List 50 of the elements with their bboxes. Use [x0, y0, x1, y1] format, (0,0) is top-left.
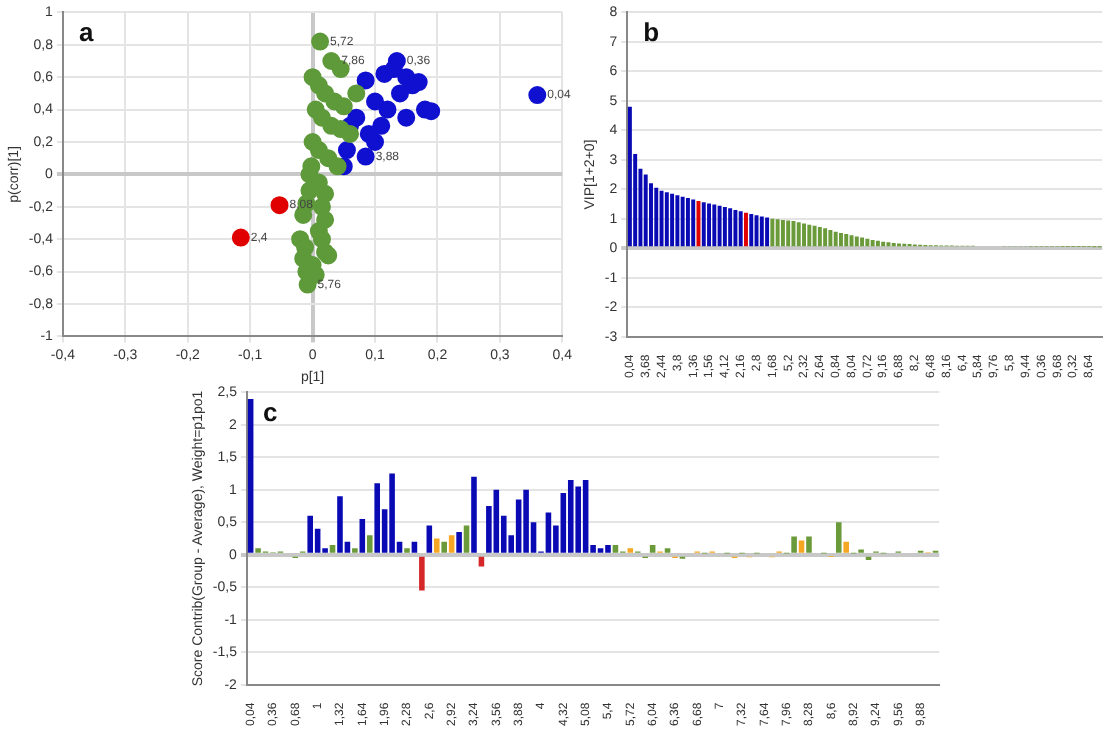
- bar: [582, 480, 589, 553]
- point: [312, 230, 331, 249]
- point: [311, 32, 330, 51]
- bar: [448, 535, 455, 553]
- bar: [433, 538, 440, 553]
- bar: [307, 515, 313, 553]
- chart-title: c: [262, 396, 278, 427]
- bar: [456, 532, 462, 553]
- bar: [835, 522, 842, 553]
- bar: [441, 541, 447, 553]
- point: [328, 157, 347, 176]
- bar: [493, 489, 500, 553]
- point: [337, 141, 356, 160]
- bar: [419, 556, 425, 591]
- bar: [567, 480, 574, 553]
- point: [366, 133, 385, 151]
- bar: [791, 536, 797, 553]
- point: [270, 196, 289, 215]
- bar: [329, 545, 336, 553]
- bar: [359, 519, 366, 553]
- point: [231, 228, 250, 247]
- point: [390, 84, 409, 103]
- bar: [649, 545, 656, 553]
- bar: [575, 486, 581, 553]
- point: [356, 71, 375, 90]
- bar: [411, 541, 418, 553]
- chart-title: a: [78, 16, 95, 47]
- point: [372, 116, 391, 135]
- bar: [806, 536, 812, 553]
- chart-title: b: [643, 16, 660, 47]
- point: [384, 60, 403, 79]
- point: [341, 124, 360, 143]
- bar: [605, 545, 611, 553]
- point: [397, 108, 416, 127]
- point: [347, 84, 366, 103]
- point: [378, 100, 397, 119]
- bar: [523, 489, 529, 553]
- bar: [612, 545, 619, 553]
- bar: [798, 540, 805, 553]
- point: [366, 92, 385, 111]
- bar: [366, 535, 373, 553]
- bar: [843, 541, 849, 553]
- bar: [337, 496, 343, 553]
- bar: [471, 476, 477, 553]
- bar: [374, 483, 380, 553]
- point: [528, 86, 547, 105]
- point: [356, 147, 375, 166]
- bar: [389, 473, 395, 553]
- point: [334, 97, 353, 116]
- bar: [247, 398, 254, 553]
